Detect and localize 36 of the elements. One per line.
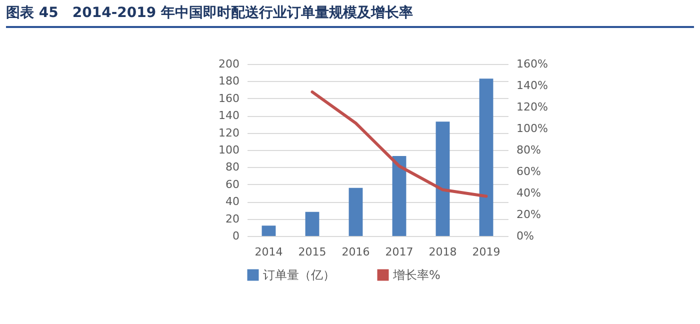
- x-tick-label: 2014: [254, 246, 283, 258]
- y2-tick-label: 60%: [516, 165, 541, 178]
- y2-tick-label: 20%: [516, 208, 541, 221]
- x-tick-label: 2016: [342, 246, 370, 258]
- legend-label: 订单量（亿）: [263, 268, 335, 282]
- y-tick-label: 180: [218, 74, 240, 88]
- y2-tick-label: 0%: [516, 230, 534, 242]
- x-tick-label: 2015: [298, 246, 326, 258]
- y2-tick-label: 100%: [516, 122, 548, 135]
- legend-label: 增长率%: [392, 268, 440, 282]
- y2-tick-label: 160%: [516, 58, 548, 70]
- line-series: [310, 90, 488, 198]
- chart-title: 图表 45 2014-2019 年中国即时配送行业订单量规模及增长率: [6, 4, 694, 28]
- x-tick-label: 2017: [385, 246, 414, 258]
- bar: [392, 156, 406, 236]
- y-tick-label: 140: [218, 109, 240, 122]
- y2-tick-label: 120%: [516, 100, 548, 114]
- y-tick-label: 40: [226, 195, 240, 208]
- y2-tick-label: 80%: [516, 144, 541, 156]
- y-tick-label: 100: [218, 144, 240, 156]
- bar: [436, 122, 450, 236]
- y-tick-label: 160: [218, 92, 240, 105]
- y-tick-label: 120: [218, 126, 240, 140]
- y-tick-label: 200: [218, 58, 240, 70]
- x-tick-label: 2018: [428, 246, 457, 258]
- bar: [479, 78, 494, 236]
- y2-tick-label: 140%: [516, 79, 548, 92]
- bar: [262, 226, 276, 236]
- y-tick-label: 60: [226, 178, 240, 191]
- y-tick-label: 80: [226, 160, 240, 174]
- y-tick-label: 20: [226, 212, 240, 226]
- bar: [348, 188, 363, 236]
- y-tick-label: 0: [232, 230, 240, 242]
- bar: [305, 212, 320, 236]
- y2-tick-label: 40%: [516, 186, 541, 200]
- x-tick-label: 2019: [472, 246, 500, 258]
